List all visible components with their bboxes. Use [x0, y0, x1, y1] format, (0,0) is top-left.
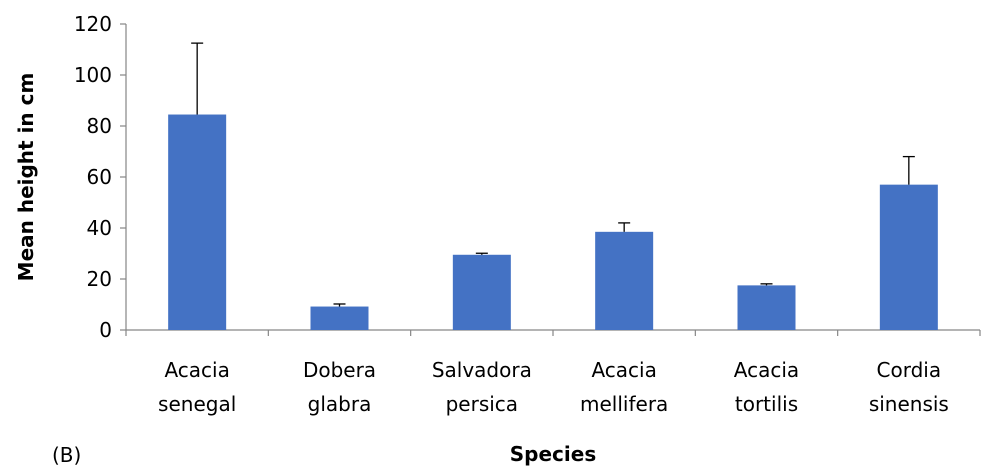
bar	[168, 114, 227, 331]
x-axis-title: Species	[510, 442, 596, 466]
bars	[168, 114, 938, 331]
x-category-label: senegal	[158, 392, 236, 416]
axes: 0 20 40 60 80 100 120	[74, 12, 981, 342]
x-category-label: tortilis	[735, 392, 798, 416]
x-category-label: Cordia	[877, 358, 942, 382]
y-tick-label: 40	[87, 216, 112, 240]
x-category-label: Salvadora	[432, 358, 532, 382]
y-tick-label: 120	[74, 12, 112, 36]
x-category-label: mellifera	[580, 392, 668, 416]
bar	[737, 285, 796, 330]
x-category-label: persica	[446, 392, 518, 416]
bar	[595, 231, 654, 330]
x-category-label: Acacia	[734, 358, 799, 382]
x-category-label: sinensis	[869, 392, 949, 416]
panel-label: (B)	[52, 443, 81, 467]
bar	[879, 184, 938, 330]
x-category-label: Dobera	[303, 358, 376, 382]
y-tick-label: 80	[87, 114, 112, 138]
y-tick-label: 60	[87, 165, 112, 189]
bar	[452, 254, 511, 330]
x-category-label: Acacia	[164, 358, 229, 382]
y-axis-title: Mean height in cm	[14, 73, 38, 282]
labels: Acacia senegal Dobera glabra Salvadora persic…	[14, 73, 949, 467]
bar	[310, 306, 369, 330]
x-category-label: glabra	[308, 392, 372, 416]
x-category-label: Acacia	[591, 358, 656, 382]
error-bars	[191, 42, 915, 307]
y-tick-label: 100	[74, 63, 112, 87]
y-tick-label: 20	[87, 267, 112, 291]
y-tick-label: 0	[99, 318, 112, 342]
